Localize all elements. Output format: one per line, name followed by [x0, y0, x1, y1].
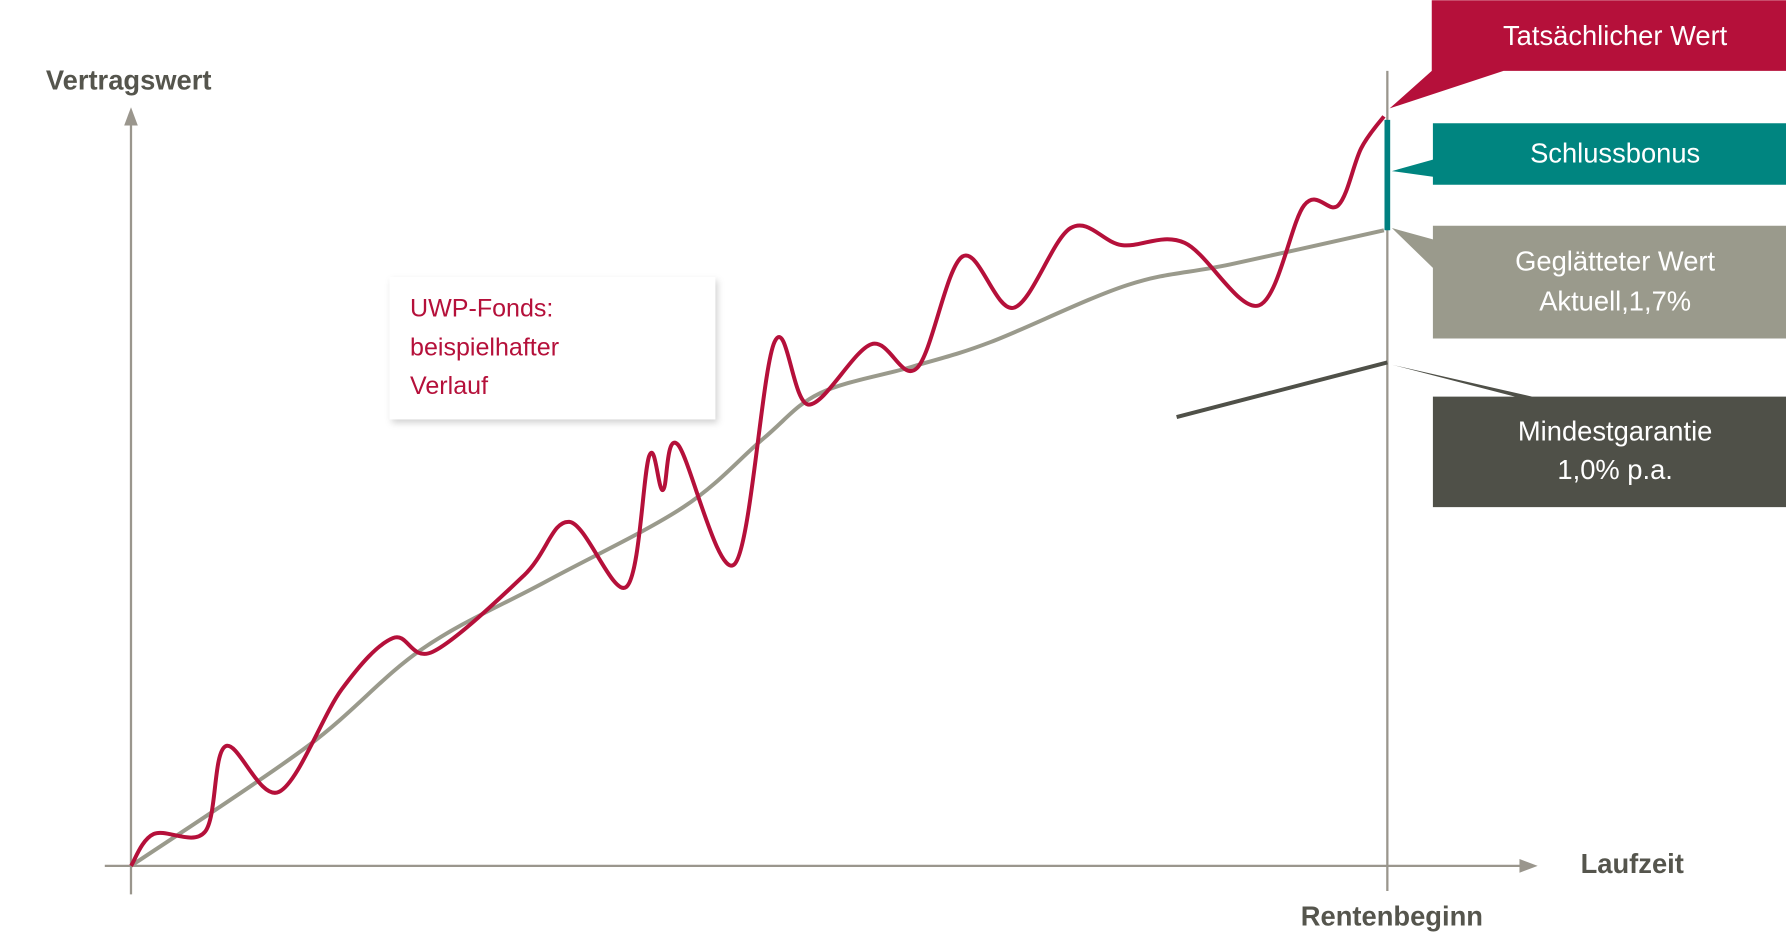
guarantee-callout — [1391, 364, 1786, 508]
actual-callout-text: Tatsächlicher Wert — [1503, 20, 1728, 51]
fund-note-line: beispielhafter — [410, 333, 559, 361]
guarantee-callout-text: 1,0% p.a. — [1557, 454, 1672, 485]
guarantee-callout-text: Mindestgarantie — [1518, 415, 1712, 446]
bonus-callout — [1391, 123, 1786, 185]
smoothed-callout-text: Aktuell,1,7% — [1539, 285, 1691, 316]
x-axis-label: Laufzeit — [1581, 848, 1684, 879]
actual-callout — [1389, 0, 1786, 109]
fund-note-line: Verlauf — [410, 372, 488, 400]
smoothed-callout-text: Geglätteter Wert — [1515, 246, 1715, 277]
smoothed-callout — [1391, 225, 1786, 339]
smoothed-curve — [129, 228, 1385, 868]
fund-note-line: UWP-Fonds: — [410, 295, 553, 323]
retirement-label: Rentenbeginn — [1301, 900, 1483, 931]
fund-curve — [129, 115, 1386, 868]
x-axis-arrow — [1519, 859, 1538, 873]
guarantee-line — [1176, 360, 1388, 420]
bonus-callout-text: Schlussbonus — [1530, 137, 1700, 168]
y-axis-arrow — [124, 107, 138, 126]
y-axis-label: Vertragswert — [46, 64, 212, 95]
fund-note-box — [389, 277, 716, 420]
